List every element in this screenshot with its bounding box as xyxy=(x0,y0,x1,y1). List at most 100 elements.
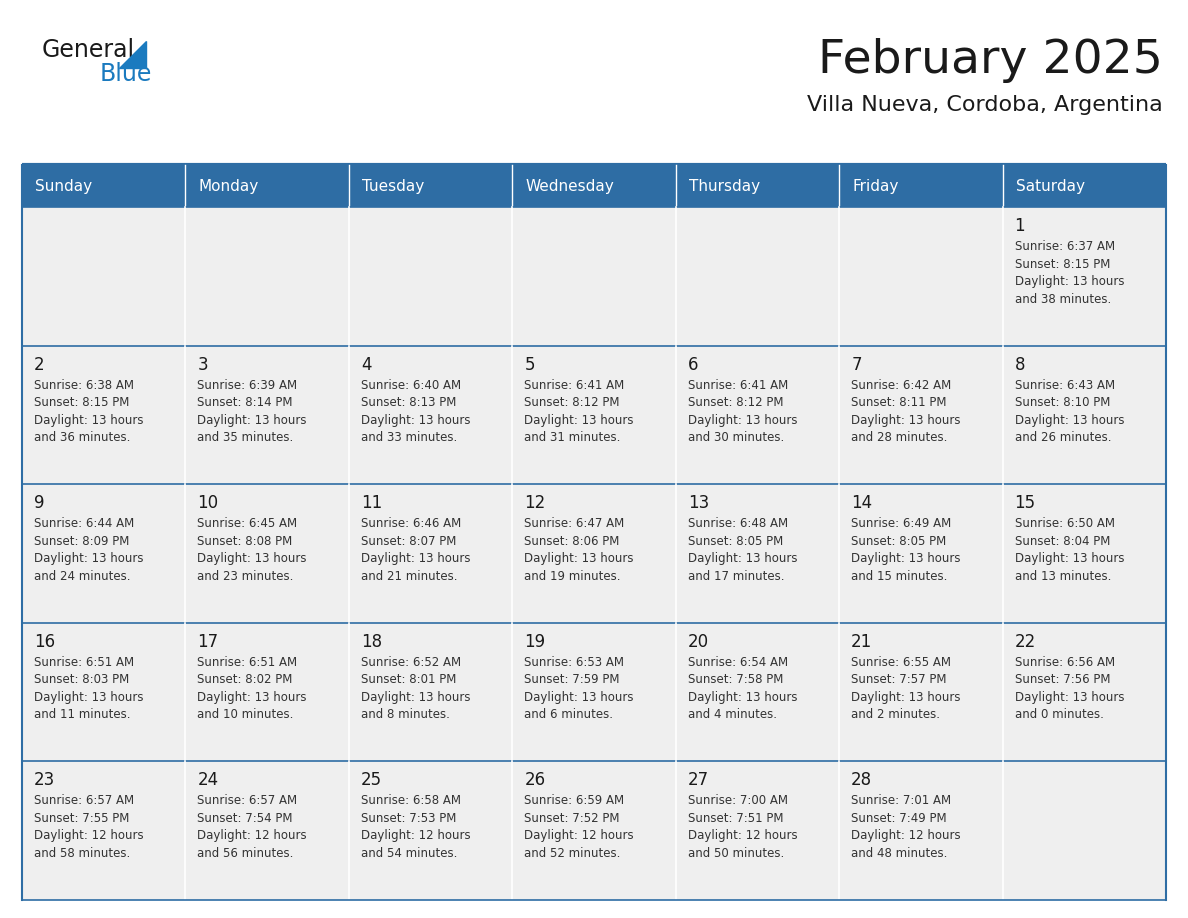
Text: Sunrise: 6:56 AM
Sunset: 7:56 PM
Daylight: 13 hours
and 0 minutes.: Sunrise: 6:56 AM Sunset: 7:56 PM Dayligh… xyxy=(1015,655,1124,722)
Bar xyxy=(185,761,349,900)
Text: 14: 14 xyxy=(851,494,872,512)
Text: Sunrise: 6:45 AM
Sunset: 8:08 PM
Daylight: 13 hours
and 23 minutes.: Sunrise: 6:45 AM Sunset: 8:08 PM Dayligh… xyxy=(197,517,307,583)
Bar xyxy=(1003,207,1165,345)
Text: Sunrise: 6:52 AM
Sunset: 8:01 PM
Daylight: 13 hours
and 8 minutes.: Sunrise: 6:52 AM Sunset: 8:01 PM Dayligh… xyxy=(361,655,470,722)
Text: Wednesday: Wednesday xyxy=(525,178,614,194)
Bar xyxy=(349,207,512,345)
Bar xyxy=(349,165,512,207)
Text: 2: 2 xyxy=(34,355,45,374)
Text: Sunrise: 6:37 AM
Sunset: 8:15 PM
Daylight: 13 hours
and 38 minutes.: Sunrise: 6:37 AM Sunset: 8:15 PM Dayligh… xyxy=(1015,240,1124,306)
Bar xyxy=(839,207,1003,345)
Text: 28: 28 xyxy=(851,771,872,789)
Bar xyxy=(676,207,839,345)
Text: 13: 13 xyxy=(688,494,709,512)
Bar xyxy=(839,484,1003,622)
Text: Villa Nueva, Cordoba, Argentina: Villa Nueva, Cordoba, Argentina xyxy=(808,95,1163,115)
Bar xyxy=(512,761,676,900)
Bar xyxy=(512,484,676,622)
Bar xyxy=(349,484,512,622)
Bar xyxy=(185,207,349,345)
Bar xyxy=(512,207,676,345)
Bar xyxy=(185,484,349,622)
Text: 8: 8 xyxy=(1015,355,1025,374)
Bar xyxy=(1003,761,1165,900)
Text: Sunrise: 6:41 AM
Sunset: 8:12 PM
Daylight: 13 hours
and 30 minutes.: Sunrise: 6:41 AM Sunset: 8:12 PM Dayligh… xyxy=(688,378,797,444)
Text: February 2025: February 2025 xyxy=(819,38,1163,83)
Bar xyxy=(676,165,839,207)
Text: 5: 5 xyxy=(524,355,535,374)
Text: Friday: Friday xyxy=(852,178,898,194)
Text: Sunrise: 6:58 AM
Sunset: 7:53 PM
Daylight: 12 hours
and 54 minutes.: Sunrise: 6:58 AM Sunset: 7:53 PM Dayligh… xyxy=(361,794,470,860)
Text: 18: 18 xyxy=(361,633,383,651)
Text: 6: 6 xyxy=(688,355,699,374)
Bar xyxy=(349,761,512,900)
Text: 27: 27 xyxy=(688,771,709,789)
Text: Sunrise: 6:57 AM
Sunset: 7:54 PM
Daylight: 12 hours
and 56 minutes.: Sunrise: 6:57 AM Sunset: 7:54 PM Dayligh… xyxy=(197,794,307,860)
Bar xyxy=(23,761,185,900)
Text: 3: 3 xyxy=(197,355,208,374)
Bar xyxy=(676,345,839,484)
Text: 19: 19 xyxy=(524,633,545,651)
Text: 25: 25 xyxy=(361,771,383,789)
Text: Sunrise: 6:48 AM
Sunset: 8:05 PM
Daylight: 13 hours
and 17 minutes.: Sunrise: 6:48 AM Sunset: 8:05 PM Dayligh… xyxy=(688,517,797,583)
Bar xyxy=(349,345,512,484)
Text: Sunrise: 6:42 AM
Sunset: 8:11 PM
Daylight: 13 hours
and 28 minutes.: Sunrise: 6:42 AM Sunset: 8:11 PM Dayligh… xyxy=(851,378,961,444)
Bar xyxy=(23,165,185,207)
Text: Sunrise: 6:44 AM
Sunset: 8:09 PM
Daylight: 13 hours
and 24 minutes.: Sunrise: 6:44 AM Sunset: 8:09 PM Dayligh… xyxy=(34,517,144,583)
Text: 26: 26 xyxy=(524,771,545,789)
Bar xyxy=(676,484,839,622)
Bar xyxy=(839,622,1003,761)
Text: Thursday: Thursday xyxy=(689,178,760,194)
Text: General: General xyxy=(42,38,135,62)
Text: Tuesday: Tuesday xyxy=(362,178,424,194)
Text: 20: 20 xyxy=(688,633,709,651)
Text: Sunrise: 6:50 AM
Sunset: 8:04 PM
Daylight: 13 hours
and 13 minutes.: Sunrise: 6:50 AM Sunset: 8:04 PM Dayligh… xyxy=(1015,517,1124,583)
Bar xyxy=(1003,345,1165,484)
Text: Blue: Blue xyxy=(100,62,152,86)
Bar xyxy=(676,761,839,900)
Text: Sunrise: 6:53 AM
Sunset: 7:59 PM
Daylight: 13 hours
and 6 minutes.: Sunrise: 6:53 AM Sunset: 7:59 PM Dayligh… xyxy=(524,655,633,722)
Bar xyxy=(23,207,185,345)
Text: 17: 17 xyxy=(197,633,219,651)
Text: 11: 11 xyxy=(361,494,383,512)
Text: Sunrise: 6:51 AM
Sunset: 8:03 PM
Daylight: 13 hours
and 11 minutes.: Sunrise: 6:51 AM Sunset: 8:03 PM Dayligh… xyxy=(34,655,144,722)
Text: Sunrise: 7:00 AM
Sunset: 7:51 PM
Daylight: 12 hours
and 50 minutes.: Sunrise: 7:00 AM Sunset: 7:51 PM Dayligh… xyxy=(688,794,797,860)
Bar xyxy=(676,622,839,761)
Text: 22: 22 xyxy=(1015,633,1036,651)
Text: 16: 16 xyxy=(34,633,55,651)
Text: 1: 1 xyxy=(1015,217,1025,235)
Text: Sunrise: 6:38 AM
Sunset: 8:15 PM
Daylight: 13 hours
and 36 minutes.: Sunrise: 6:38 AM Sunset: 8:15 PM Dayligh… xyxy=(34,378,144,444)
Bar xyxy=(349,622,512,761)
Text: 7: 7 xyxy=(851,355,861,374)
Text: 24: 24 xyxy=(197,771,219,789)
Bar xyxy=(1003,165,1165,207)
Bar xyxy=(839,761,1003,900)
Text: Sunrise: 7:01 AM
Sunset: 7:49 PM
Daylight: 12 hours
and 48 minutes.: Sunrise: 7:01 AM Sunset: 7:49 PM Dayligh… xyxy=(851,794,961,860)
Text: 9: 9 xyxy=(34,494,44,512)
Bar xyxy=(23,484,185,622)
Text: Saturday: Saturday xyxy=(1016,178,1085,194)
Text: Sunrise: 6:55 AM
Sunset: 7:57 PM
Daylight: 13 hours
and 2 minutes.: Sunrise: 6:55 AM Sunset: 7:57 PM Dayligh… xyxy=(851,655,961,722)
Text: Monday: Monday xyxy=(198,178,259,194)
Text: Sunday: Sunday xyxy=(34,178,93,194)
Bar xyxy=(512,165,676,207)
Text: Sunrise: 6:46 AM
Sunset: 8:07 PM
Daylight: 13 hours
and 21 minutes.: Sunrise: 6:46 AM Sunset: 8:07 PM Dayligh… xyxy=(361,517,470,583)
Text: Sunrise: 6:47 AM
Sunset: 8:06 PM
Daylight: 13 hours
and 19 minutes.: Sunrise: 6:47 AM Sunset: 8:06 PM Dayligh… xyxy=(524,517,633,583)
Text: Sunrise: 6:57 AM
Sunset: 7:55 PM
Daylight: 12 hours
and 58 minutes.: Sunrise: 6:57 AM Sunset: 7:55 PM Dayligh… xyxy=(34,794,144,860)
Polygon shape xyxy=(119,41,146,68)
Text: 15: 15 xyxy=(1015,494,1036,512)
Text: Sunrise: 6:49 AM
Sunset: 8:05 PM
Daylight: 13 hours
and 15 minutes.: Sunrise: 6:49 AM Sunset: 8:05 PM Dayligh… xyxy=(851,517,961,583)
Bar xyxy=(23,345,185,484)
Text: 12: 12 xyxy=(524,494,545,512)
Text: Sunrise: 6:43 AM
Sunset: 8:10 PM
Daylight: 13 hours
and 26 minutes.: Sunrise: 6:43 AM Sunset: 8:10 PM Dayligh… xyxy=(1015,378,1124,444)
Bar xyxy=(23,622,185,761)
Bar xyxy=(1003,484,1165,622)
Text: Sunrise: 6:59 AM
Sunset: 7:52 PM
Daylight: 12 hours
and 52 minutes.: Sunrise: 6:59 AM Sunset: 7:52 PM Dayligh… xyxy=(524,794,634,860)
Bar xyxy=(1003,622,1165,761)
Bar xyxy=(512,622,676,761)
Text: 4: 4 xyxy=(361,355,372,374)
Text: 10: 10 xyxy=(197,494,219,512)
Bar xyxy=(512,345,676,484)
Text: 23: 23 xyxy=(34,771,56,789)
Bar xyxy=(185,165,349,207)
